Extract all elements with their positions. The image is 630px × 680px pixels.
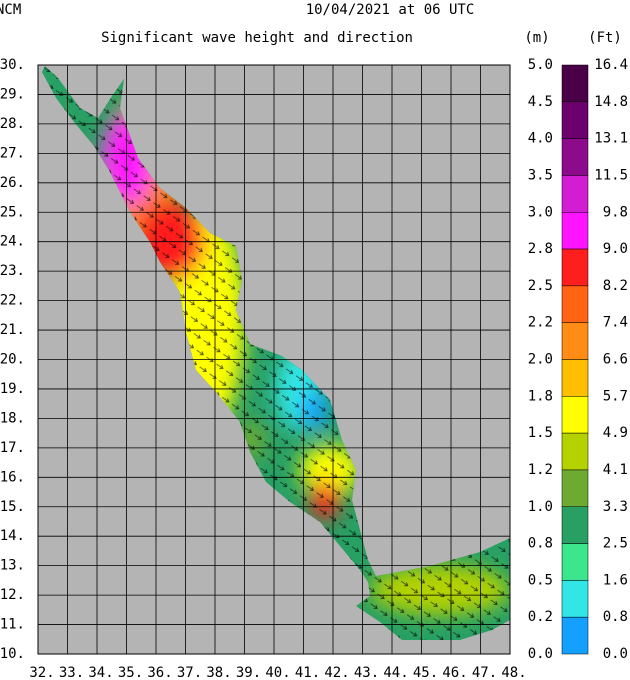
lat-label: 24.	[0, 234, 25, 250]
legend-swatch	[561, 432, 589, 471]
legend-m-label: 0.5	[528, 572, 553, 588]
legend-m-label: 1.8	[528, 388, 553, 404]
map-frame	[37, 64, 511, 655]
lat-label: 21.	[0, 322, 25, 338]
legend-swatch	[561, 322, 589, 360]
lat-label: 12.	[0, 587, 25, 603]
legend-m-label: 4.0	[528, 131, 553, 147]
lon-label: 41.	[295, 665, 320, 680]
legend-m-label: 1.2	[528, 462, 553, 478]
legend-swatch	[561, 543, 589, 581]
lon-label: 33.	[59, 665, 84, 680]
lon-label: 37.	[177, 665, 202, 680]
legend-m-label: 2.2	[528, 315, 553, 331]
lat-label: 15.	[0, 499, 25, 515]
unit-ft: (Ft)	[588, 30, 622, 46]
lat-label: 22.	[0, 293, 25, 309]
lon-label: 36.	[147, 665, 172, 680]
legend-ft-label: 1.6	[603, 572, 628, 588]
legend-swatch	[561, 101, 589, 139]
legend-ft-label: 16.4	[594, 57, 628, 73]
lat-label: 10.	[0, 646, 25, 662]
lat-label: 14.	[0, 528, 25, 544]
legend-m-label: 3.0	[528, 204, 553, 220]
legend-ft-label: 14.8	[594, 94, 628, 110]
lon-label: 34.	[88, 665, 113, 680]
legend-swatch	[561, 285, 589, 323]
legend-swatch	[561, 175, 589, 213]
lon-label: 35.	[118, 665, 143, 680]
lon-label: 43.	[354, 665, 379, 680]
legend-m-label: 4.5	[528, 94, 553, 110]
legend-m-label: 5.0	[528, 57, 553, 73]
legend-ft-label: 6.6	[603, 352, 628, 368]
lat-label: 23.	[0, 263, 25, 279]
lat-label: 26.	[0, 175, 25, 191]
legend-m-label: 3.5	[528, 167, 553, 183]
legend-ft-label: 13.1	[594, 131, 628, 147]
lat-label: 20.	[0, 352, 25, 368]
legend-swatch	[561, 469, 589, 507]
legend-ft-label: 0.8	[603, 609, 628, 625]
legend-m-label: 2.8	[528, 241, 553, 257]
legend-swatch	[561, 248, 589, 287]
lat-label: 11.	[0, 617, 25, 633]
legend-m-label: 1.5	[528, 425, 553, 441]
title: Significant wave height and direction	[101, 30, 413, 46]
date: 10/04/2021 at 06 UTC	[306, 2, 475, 18]
lon-label: 40.	[265, 665, 290, 680]
legend-swatch	[561, 64, 589, 103]
legend-ft-label: 8.2	[603, 278, 628, 294]
agency: NCM	[0, 2, 21, 18]
grid	[38, 65, 510, 654]
lon-label: 45.	[413, 665, 438, 680]
legend-m-label: 0.2	[528, 609, 553, 625]
legend-swatch	[561, 580, 589, 618]
legend-m-label: 0.8	[528, 536, 553, 552]
legend-ft-label: 9.8	[603, 204, 628, 220]
lat-label: 28.	[0, 116, 25, 132]
legend-ft-label: 0.0	[603, 646, 628, 662]
legend-m-label: 2.5	[528, 278, 553, 294]
legend-m-label: 0.0	[528, 646, 553, 662]
legend-ft-label: 11.5	[594, 167, 628, 183]
lon-label: 32.	[29, 665, 54, 680]
legend-m-label: 2.0	[528, 352, 553, 368]
legend-swatch	[561, 396, 589, 434]
lon-label: 46.	[442, 665, 467, 680]
lat-label: 17.	[0, 440, 25, 456]
legend-ft-label: 7.4	[603, 315, 628, 331]
unit-m: (m)	[524, 30, 549, 46]
legend-swatch	[561, 212, 589, 250]
legend-ft-label: 4.9	[603, 425, 628, 441]
lon-label: 38.	[206, 665, 231, 680]
legend-m-label: 1.0	[528, 499, 553, 515]
lon-label: 48.	[501, 665, 526, 680]
lat-label: 27.	[0, 145, 25, 161]
legend-ft-label: 9.0	[603, 241, 628, 257]
lon-label: 39.	[236, 665, 261, 680]
legend-swatch	[561, 138, 589, 176]
lon-label: 47.	[472, 665, 497, 680]
legend-swatch	[561, 616, 589, 655]
lat-label: 16.	[0, 469, 25, 485]
legend-ft-label: 3.3	[603, 499, 628, 515]
legend-ft-label: 2.5	[603, 536, 628, 552]
lon-label: 42.	[324, 665, 349, 680]
lat-label: 29.	[0, 86, 25, 102]
legend-swatch	[561, 359, 589, 397]
legend-ft-label: 5.7	[603, 388, 628, 404]
lon-label: 44.	[383, 665, 408, 680]
lat-label: 13.	[0, 558, 25, 574]
lat-label: 18.	[0, 410, 25, 426]
lat-label: 19.	[0, 381, 25, 397]
lat-label: 30.	[0, 57, 25, 73]
lat-label: 25.	[0, 204, 25, 220]
legend-ft-label: 4.1	[603, 462, 628, 478]
legend-swatch	[561, 506, 589, 544]
